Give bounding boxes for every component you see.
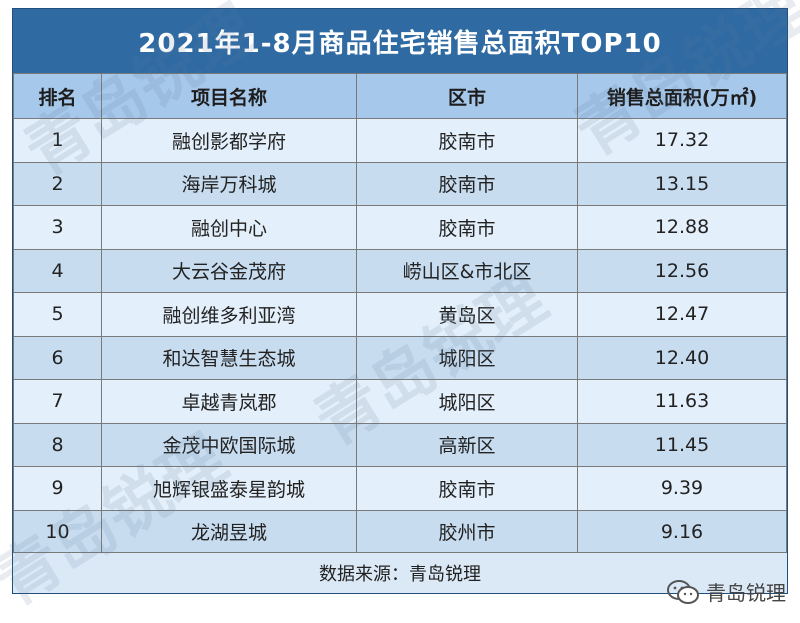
table-row: 5 融创维多利亚湾 黄岛区 12.47 xyxy=(13,292,787,337)
table-row: 4 大云谷金茂府 崂山区&市北区 12.56 xyxy=(13,248,787,293)
table-row: 8 金茂中欧国际城 高新区 11.45 xyxy=(13,422,787,467)
cell-sales-area: 9.16 xyxy=(577,509,787,554)
data-source-footer: 数据来源：青岛锐理 xyxy=(13,552,787,593)
ranking-table: 排名 项目名称 区市 销售总面积(万㎡) 1 融创影都学府 胶南市 17.32 2 海岸… xyxy=(13,73,787,554)
cell-sales-area: 13.15 xyxy=(577,161,787,206)
cell-sales-area: 9.39 xyxy=(577,466,787,511)
cell-district: 崂山区&市北区 xyxy=(356,248,578,293)
cell-district: 胶南市 xyxy=(356,118,578,163)
cell-project-name: 融创维多利亚湾 xyxy=(101,292,357,337)
cell-district: 胶南市 xyxy=(356,161,578,206)
cell-district: 黄岛区 xyxy=(356,292,578,337)
cell-sales-area: 11.45 xyxy=(577,422,787,467)
wechat-icon xyxy=(667,579,699,604)
cell-project-name: 龙湖昱城 xyxy=(101,509,357,554)
brand-label: 青岛锐理 xyxy=(706,581,786,605)
brand-badge: 青岛锐理 xyxy=(666,577,786,606)
cell-sales-area: 12.56 xyxy=(577,248,787,293)
cell-district: 城阳区 xyxy=(356,379,578,424)
header-row: 排名 项目名称 区市 销售总面积(万㎡) xyxy=(13,73,787,119)
cell-rank: 8 xyxy=(13,422,102,467)
cell-rank: 5 xyxy=(13,292,102,337)
sales-ranking-table-panel: 2021年1-8月商品住宅销售总面积TOP10 排名 项目名称 区市 销售总面积… xyxy=(12,8,788,594)
cell-sales-area: 11.63 xyxy=(577,379,787,424)
table-row: 2 海岸万科城 胶南市 13.15 xyxy=(13,161,787,206)
cell-district: 城阳区 xyxy=(356,335,578,380)
cell-district: 胶州市 xyxy=(356,509,578,554)
cell-project-name: 和达智慧生态城 xyxy=(101,335,357,380)
cell-project-name: 融创中心 xyxy=(101,205,357,250)
header-project-name: 项目名称 xyxy=(101,73,357,119)
cell-project-name: 海岸万科城 xyxy=(101,161,357,206)
cell-district: 胶南市 xyxy=(356,205,578,250)
cell-project-name: 大云谷金茂府 xyxy=(101,248,357,293)
cell-sales-area: 12.88 xyxy=(577,205,787,250)
header-sales-area: 销售总面积(万㎡) xyxy=(577,73,787,119)
cell-project-name: 金茂中欧国际城 xyxy=(101,422,357,467)
table-row: 6 和达智慧生态城 城阳区 12.40 xyxy=(13,335,787,380)
cell-rank: 6 xyxy=(13,335,102,380)
cell-rank: 10 xyxy=(13,509,102,554)
cell-project-name: 旭辉银盛泰星韵城 xyxy=(101,466,357,511)
cell-sales-area: 17.32 xyxy=(577,118,787,163)
table-row: 3 融创中心 胶南市 12.88 xyxy=(13,205,787,250)
cell-district: 胶南市 xyxy=(356,466,578,511)
cell-rank: 9 xyxy=(13,466,102,511)
header-district: 区市 xyxy=(356,73,578,119)
header-rank: 排名 xyxy=(13,73,102,119)
table-row: 7 卓越青岚郡 城阳区 11.63 xyxy=(13,379,787,424)
cell-rank: 1 xyxy=(13,118,102,163)
table-row: 9 旭辉银盛泰星韵城 胶南市 9.39 xyxy=(13,466,787,511)
cell-sales-area: 12.40 xyxy=(577,335,787,380)
table-title: 2021年1-8月商品住宅销售总面积TOP10 xyxy=(13,9,787,73)
cell-rank: 4 xyxy=(13,248,102,293)
table-row: 1 融创影都学府 胶南市 17.32 xyxy=(13,118,787,163)
cell-project-name: 融创影都学府 xyxy=(101,118,357,163)
cell-rank: 2 xyxy=(13,161,102,206)
table-row: 10 龙湖昱城 胶州市 9.16 xyxy=(13,509,787,554)
cell-rank: 3 xyxy=(13,205,102,250)
cell-sales-area: 12.47 xyxy=(577,292,787,337)
cell-rank: 7 xyxy=(13,379,102,424)
cell-district: 高新区 xyxy=(356,422,578,467)
cell-project-name: 卓越青岚郡 xyxy=(101,379,357,424)
